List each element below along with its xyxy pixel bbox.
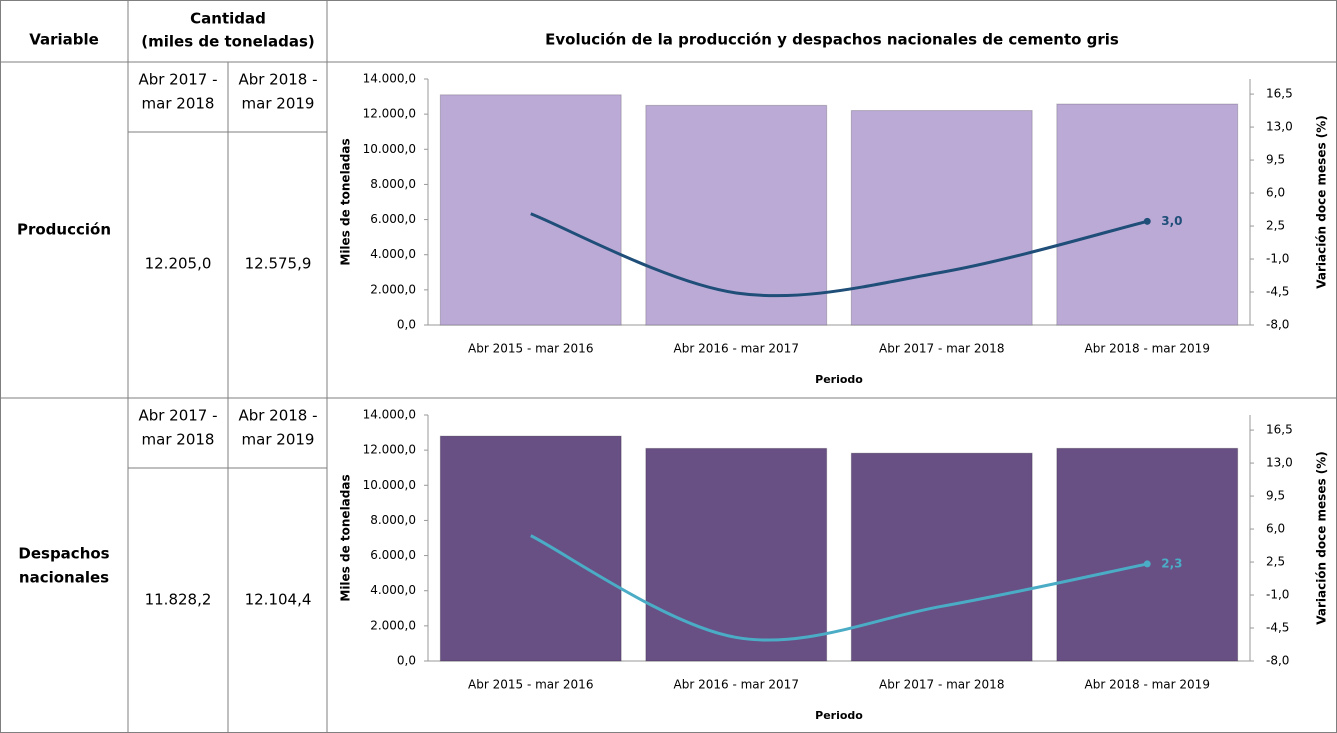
- y-tick-label: 6.000,0: [370, 212, 416, 226]
- quantity-value: 12.104,4: [245, 591, 312, 609]
- bar: [1056, 103, 1239, 326]
- bar: [645, 447, 828, 662]
- y-tick-label: 0,0: [397, 654, 416, 668]
- data-label: 2,3: [1161, 556, 1182, 570]
- bar: [1056, 447, 1239, 662]
- y2-axis-title: Variación doce meses (%): [1315, 115, 1329, 289]
- y-tick-label: 8.000,0: [370, 513, 416, 527]
- y2-tick-label: 6,0: [1266, 186, 1285, 200]
- chart-title: Evolución de la producción y despachos n…: [545, 31, 1119, 49]
- x-tick-label: Abr 2015 - mar 2016: [468, 678, 593, 692]
- y2-tick-label: 2,5: [1266, 555, 1285, 569]
- y2-tick-label: 6,0: [1266, 522, 1285, 536]
- x-axis-title: Periodo: [815, 709, 863, 722]
- y2-tick-label: 9,5: [1266, 153, 1285, 167]
- y2-tick-label: -1,0: [1266, 252, 1289, 266]
- period-label: mar 2019: [242, 431, 315, 449]
- period-label: mar 2018: [142, 95, 215, 113]
- y-tick-label: 2.000,0: [370, 618, 416, 632]
- y2-axis-title: Variación doce meses (%): [1315, 451, 1329, 625]
- bar: [850, 452, 1033, 662]
- variable-label: nacionales: [19, 569, 109, 587]
- line: [530, 212, 1148, 298]
- y-tick-label: 8.000,0: [370, 177, 416, 191]
- header-quantity: (miles de toneladas): [141, 33, 314, 51]
- y-tick-label: 10.000,0: [363, 142, 416, 156]
- quantity-value: 12.205,0: [145, 255, 212, 273]
- period-label: Abr 2018 -: [238, 71, 317, 89]
- x-tick-label: Abr 2017 - mar 2018: [879, 678, 1004, 692]
- x-tick-label: Abr 2016 - mar 2017: [674, 342, 799, 356]
- period-label: Abr 2017 -: [138, 71, 217, 89]
- x-tick-label: Abr 2016 - mar 2017: [674, 678, 799, 692]
- header-quantity: Cantidad: [190, 10, 266, 28]
- period-label: mar 2019: [242, 95, 315, 113]
- y-tick-label: 14.000,0: [363, 72, 416, 86]
- y2-tick-label: -4,5: [1266, 621, 1289, 635]
- y2-tick-label: 16,5: [1266, 87, 1293, 101]
- y-tick-label: 12.000,0: [363, 443, 416, 457]
- data-label: 3,0: [1161, 214, 1182, 228]
- y-axis-title: Miles de toneladas: [339, 474, 353, 601]
- y-tick-label: 10.000,0: [363, 478, 416, 492]
- y-tick-label: 0,0: [397, 318, 416, 332]
- line-marker: [1143, 217, 1151, 225]
- line-marker: [1143, 560, 1151, 568]
- y2-tick-label: -4,5: [1266, 285, 1289, 299]
- bar: [439, 435, 622, 662]
- x-tick-label: Abr 2018 - mar 2019: [1085, 678, 1210, 692]
- y-tick-label: 14.000,0: [363, 408, 416, 422]
- x-tick-label: Abr 2015 - mar 2016: [468, 342, 593, 356]
- y2-tick-label: -8,0: [1266, 318, 1289, 332]
- variable-label: Producción: [17, 221, 111, 239]
- bar: [439, 94, 622, 326]
- x-tick-label: Abr 2018 - mar 2019: [1085, 342, 1210, 356]
- x-tick-label: Abr 2017 - mar 2018: [879, 342, 1004, 356]
- quantity-value: 11.828,2: [145, 591, 212, 609]
- period-label: Abr 2018 -: [238, 407, 317, 425]
- line: [530, 534, 1148, 642]
- y2-tick-label: 13,0: [1266, 120, 1293, 134]
- y2-tick-label: -8,0: [1266, 654, 1289, 668]
- y-tick-label: 4.000,0: [370, 583, 416, 597]
- x-axis-title: Periodo: [815, 373, 863, 386]
- y2-tick-label: 13,0: [1266, 456, 1293, 470]
- bar: [850, 110, 1033, 326]
- quantity-value: 12.575,9: [245, 255, 312, 273]
- y2-tick-label: 16,5: [1266, 423, 1293, 437]
- y2-tick-label: 2,5: [1266, 219, 1285, 233]
- y-tick-label: 2.000,0: [370, 282, 416, 296]
- header-variable: Variable: [29, 31, 99, 49]
- period-label: mar 2018: [142, 431, 215, 449]
- bar: [645, 104, 828, 326]
- y2-tick-label: 9,5: [1266, 489, 1285, 503]
- y-tick-label: 6.000,0: [370, 548, 416, 562]
- variable-label: Despachos: [18, 545, 109, 563]
- period-label: Abr 2017 -: [138, 407, 217, 425]
- y-tick-label: 12.000,0: [363, 107, 416, 121]
- y2-tick-label: -1,0: [1266, 588, 1289, 602]
- y-tick-label: 4.000,0: [370, 247, 416, 261]
- y-axis-title: Miles de toneladas: [339, 138, 353, 265]
